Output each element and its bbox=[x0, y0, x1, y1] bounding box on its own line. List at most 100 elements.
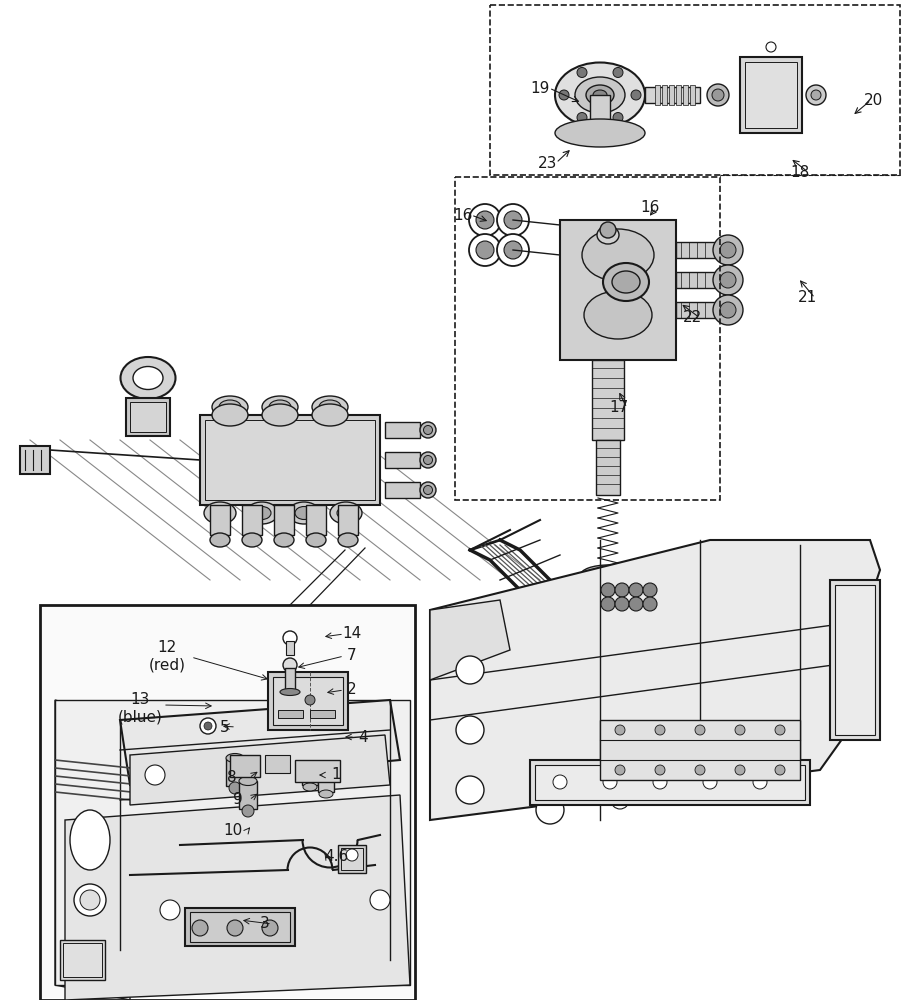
Bar bbox=[190, 912, 290, 942]
Bar bbox=[42, 607, 413, 998]
Circle shape bbox=[630, 90, 640, 100]
Bar bbox=[63, 943, 102, 977]
Circle shape bbox=[719, 242, 735, 258]
Ellipse shape bbox=[212, 404, 247, 426]
Bar bbox=[209, 505, 229, 535]
Circle shape bbox=[765, 42, 775, 52]
Ellipse shape bbox=[585, 85, 613, 105]
Ellipse shape bbox=[280, 688, 300, 696]
Circle shape bbox=[497, 204, 528, 236]
Bar bbox=[675, 272, 715, 288]
Circle shape bbox=[558, 90, 568, 100]
Circle shape bbox=[614, 583, 628, 597]
Circle shape bbox=[455, 776, 483, 804]
Ellipse shape bbox=[583, 291, 651, 339]
Bar bbox=[338, 845, 366, 873]
Circle shape bbox=[476, 211, 493, 229]
Circle shape bbox=[614, 765, 624, 775]
Circle shape bbox=[346, 849, 358, 861]
Ellipse shape bbox=[330, 502, 361, 524]
Text: 12: 12 bbox=[157, 641, 176, 656]
Text: 2: 2 bbox=[347, 682, 357, 698]
Ellipse shape bbox=[805, 85, 825, 105]
Bar bbox=[740, 57, 801, 133]
Circle shape bbox=[535, 796, 563, 824]
Text: 4: 4 bbox=[358, 730, 368, 744]
Bar bbox=[265, 755, 290, 773]
Ellipse shape bbox=[596, 226, 619, 244]
Circle shape bbox=[469, 234, 500, 266]
Polygon shape bbox=[130, 735, 389, 805]
Bar bbox=[529, 760, 809, 805]
Ellipse shape bbox=[582, 229, 653, 281]
Ellipse shape bbox=[319, 400, 340, 414]
Ellipse shape bbox=[319, 790, 332, 798]
Bar bbox=[20, 446, 50, 474]
Circle shape bbox=[630, 741, 648, 759]
Circle shape bbox=[576, 113, 586, 123]
Circle shape bbox=[712, 265, 742, 295]
Text: 21: 21 bbox=[797, 290, 816, 306]
Circle shape bbox=[242, 805, 254, 817]
Ellipse shape bbox=[810, 90, 820, 100]
Text: 20: 20 bbox=[863, 93, 882, 108]
Text: 3: 3 bbox=[260, 916, 270, 931]
Circle shape bbox=[614, 725, 624, 735]
Bar bbox=[302, 765, 318, 785]
Ellipse shape bbox=[274, 533, 293, 547]
Ellipse shape bbox=[226, 754, 244, 762]
Circle shape bbox=[694, 765, 704, 775]
Ellipse shape bbox=[288, 502, 320, 524]
Ellipse shape bbox=[420, 422, 435, 438]
Bar bbox=[591, 360, 623, 440]
Circle shape bbox=[703, 775, 716, 789]
Ellipse shape bbox=[209, 533, 229, 547]
Bar bbox=[242, 505, 262, 535]
Ellipse shape bbox=[554, 63, 644, 128]
Circle shape bbox=[712, 235, 742, 265]
Ellipse shape bbox=[574, 77, 624, 113]
Bar bbox=[683, 85, 687, 105]
Circle shape bbox=[610, 791, 628, 809]
Bar bbox=[675, 302, 715, 318]
Ellipse shape bbox=[420, 482, 435, 498]
Ellipse shape bbox=[133, 366, 163, 389]
Text: 19: 19 bbox=[530, 81, 549, 96]
Ellipse shape bbox=[423, 426, 432, 434]
Circle shape bbox=[628, 583, 642, 597]
Bar bbox=[489, 5, 899, 175]
Bar bbox=[273, 677, 342, 725]
Circle shape bbox=[455, 716, 483, 744]
Ellipse shape bbox=[253, 506, 271, 520]
Ellipse shape bbox=[303, 783, 317, 791]
Circle shape bbox=[160, 900, 180, 920]
Ellipse shape bbox=[712, 89, 723, 101]
Text: 14: 14 bbox=[342, 626, 361, 642]
Ellipse shape bbox=[294, 506, 312, 520]
Circle shape bbox=[228, 782, 241, 794]
Text: 22: 22 bbox=[683, 310, 702, 326]
Polygon shape bbox=[55, 700, 130, 1000]
Circle shape bbox=[553, 775, 566, 789]
Circle shape bbox=[612, 113, 622, 123]
Ellipse shape bbox=[204, 502, 236, 524]
Ellipse shape bbox=[219, 400, 241, 414]
Bar bbox=[595, 440, 619, 495]
Ellipse shape bbox=[212, 396, 247, 418]
Circle shape bbox=[576, 67, 586, 77]
Ellipse shape bbox=[312, 404, 348, 426]
Bar bbox=[229, 755, 260, 777]
Circle shape bbox=[719, 302, 735, 318]
Bar bbox=[200, 415, 379, 505]
Bar bbox=[126, 398, 170, 436]
Bar bbox=[318, 772, 333, 792]
Circle shape bbox=[602, 775, 617, 789]
Bar bbox=[238, 781, 256, 809]
Circle shape bbox=[628, 597, 642, 611]
Ellipse shape bbox=[79, 890, 100, 910]
Polygon shape bbox=[120, 700, 399, 785]
Text: 1: 1 bbox=[330, 767, 340, 782]
Text: 23: 23 bbox=[537, 156, 557, 171]
Ellipse shape bbox=[242, 533, 262, 547]
Ellipse shape bbox=[423, 486, 432, 494]
